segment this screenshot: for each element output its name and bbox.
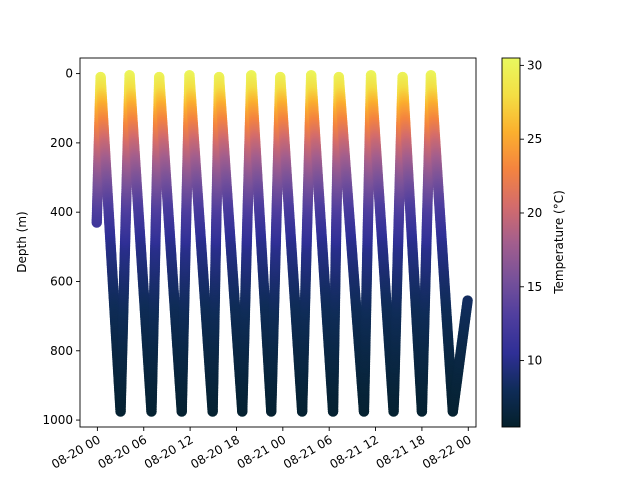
colorbar-label: Temperature (°C) <box>552 190 566 295</box>
y-tick-label: 1000 <box>42 413 73 427</box>
colorbar-tick-label: 15 <box>527 280 542 294</box>
y-tick-label: 0 <box>65 67 73 81</box>
scatter-points <box>91 70 473 417</box>
y-axis: 0 200 400 600 800 1000 <box>42 67 80 427</box>
colorbar-tick-label: 10 <box>527 354 542 368</box>
y-axis-label: Depth (m) <box>15 211 29 272</box>
colorbar <box>501 57 521 428</box>
y-tick-label: 800 <box>50 344 73 358</box>
scatter-point <box>462 295 473 306</box>
y-tick-label: 600 <box>50 274 73 288</box>
y-tick-label: 200 <box>50 136 73 150</box>
colorbar-tick-label: 25 <box>527 132 542 146</box>
colorbar-axis: 10 15 20 25 30 <box>520 58 542 368</box>
colorbar-tick-label: 20 <box>527 206 542 220</box>
plot-area <box>79 57 477 428</box>
y-tick-label: 400 <box>50 205 73 219</box>
colorbar-tick-label: 30 <box>527 58 542 72</box>
